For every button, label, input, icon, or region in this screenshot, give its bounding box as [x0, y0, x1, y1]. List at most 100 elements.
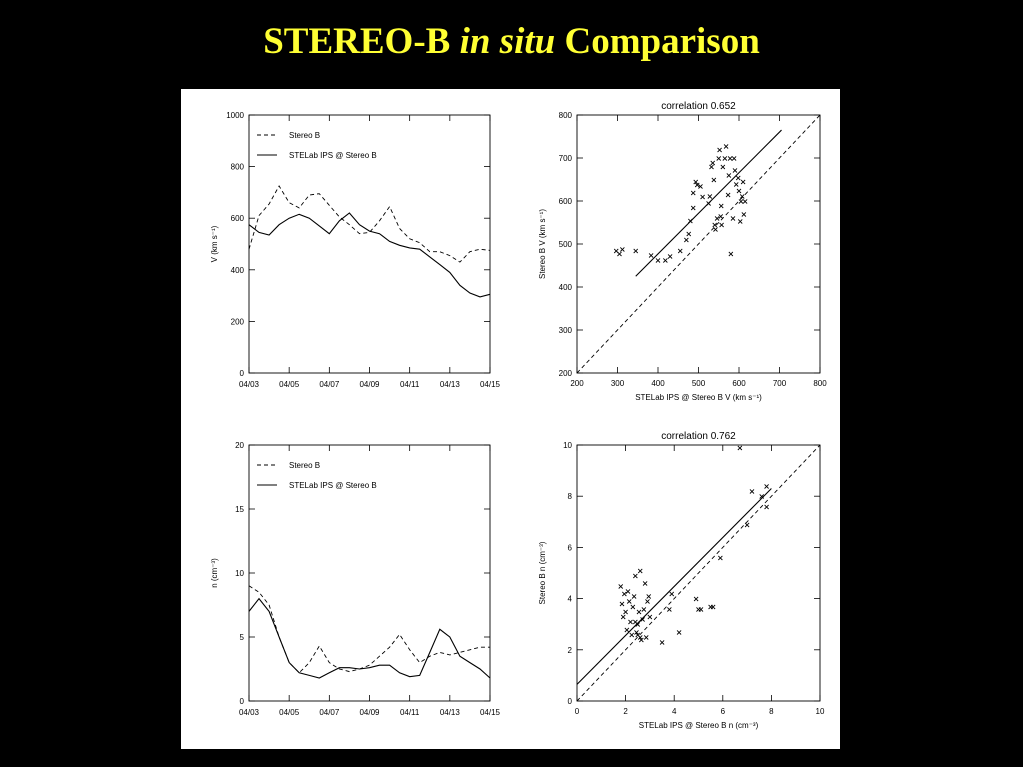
- y-axis-label: Stereo B V (km s⁻¹): [538, 209, 547, 279]
- legend-label: Stereo B: [289, 461, 320, 470]
- y-tick-label: 600: [559, 197, 573, 206]
- y-tick-label: 0: [240, 697, 245, 706]
- y-tick-label: 400: [559, 283, 573, 292]
- series-line-stereo-b: [248, 585, 490, 674]
- y-tick-label: 0: [568, 697, 573, 706]
- data-point: ×: [627, 618, 634, 627]
- data-point: ×: [711, 221, 718, 230]
- x-tick-label: 04/05: [279, 708, 300, 717]
- data-point: ×: [621, 589, 628, 598]
- data-point: ×: [712, 225, 719, 234]
- y-tick-label: 10: [235, 569, 244, 578]
- data-point: ×: [690, 188, 697, 197]
- data-point: ×: [631, 592, 638, 601]
- y-axis-label: V (km s⁻¹): [210, 225, 219, 262]
- figure-panel: 0 200 400 600 800 1000 04/03 04/05 04/07 04/09 04/…: [181, 89, 840, 749]
- data-point: ×: [731, 154, 738, 163]
- x-tick-label: 300: [611, 379, 625, 388]
- data-point: ×: [636, 607, 643, 616]
- y-tick-label: 4: [568, 595, 573, 604]
- chart-title: correlation 0.762: [661, 431, 736, 442]
- data-point: ×: [683, 236, 690, 245]
- x-tick-label: 500: [692, 379, 706, 388]
- data-point: ×: [659, 638, 666, 647]
- data-point: ×: [693, 595, 700, 604]
- x-axis-label: STELab IPS @ Stereo B V (km s⁻¹): [635, 393, 762, 402]
- data-point: ×: [613, 246, 620, 255]
- data-point: ×: [685, 229, 692, 238]
- y-tick-label: 0: [240, 369, 245, 378]
- data-point: ×: [740, 178, 747, 187]
- data-point: ×: [626, 597, 633, 606]
- density-correlation-chart: 0 2 4 6 8 10 0 2 4 6 8 10 Stereo B n (cm⁻³) STELab IP…: [538, 431, 825, 730]
- data-point: ×: [733, 180, 740, 189]
- data-point: ×: [617, 582, 624, 591]
- data-point: ×: [742, 197, 749, 206]
- data-point: ×: [634, 630, 641, 639]
- data-point: ×: [668, 589, 675, 598]
- data-point: ×: [738, 197, 745, 206]
- data-point: ×: [630, 602, 637, 611]
- data-point: ×: [708, 163, 715, 172]
- data-point: ×: [726, 171, 733, 180]
- x-tick-label: 04/05: [279, 380, 300, 389]
- x-tick-label: 04/11: [400, 708, 420, 717]
- velocity-timeseries-chart: 0 200 400 600 800 1000 04/03 04/05 04/07 04/09 04/…: [210, 111, 501, 389]
- data-point: ×: [625, 587, 632, 596]
- data-point: ×: [736, 186, 743, 195]
- y-tick-label: 15: [235, 505, 244, 514]
- data-point: ×: [721, 154, 728, 163]
- data-point: ×: [620, 613, 627, 622]
- data-point: ×: [698, 605, 705, 614]
- slide-title-part-1: STEREO-B: [263, 21, 451, 62]
- y-tick-label: 500: [559, 240, 573, 249]
- x-tick-label: 04/03: [239, 380, 260, 389]
- data-point: ×: [728, 249, 735, 258]
- y-tick-label: 800: [231, 163, 245, 172]
- data-point: ×: [632, 246, 639, 255]
- data-point: ×: [640, 605, 647, 614]
- y-tick-label: 200: [231, 317, 245, 326]
- x-tick-label: 04/11: [400, 380, 420, 389]
- data-point: ×: [763, 482, 770, 491]
- series-line-stelab-ips: [248, 212, 491, 298]
- data-point: ×: [643, 633, 650, 642]
- x-tick-label: 04/15: [480, 380, 501, 389]
- data-point: ×: [730, 214, 737, 223]
- data-point: ×: [723, 142, 730, 151]
- fit-line: [576, 488, 772, 685]
- data-point: ×: [645, 592, 652, 601]
- x-tick-label: 600: [732, 379, 746, 388]
- x-tick-label: 700: [773, 379, 787, 388]
- legend-label: STELab IPS @ Stereo B: [289, 481, 377, 490]
- x-tick-label: 6: [721, 707, 726, 716]
- data-point: ×: [709, 158, 716, 167]
- data-point: ×: [736, 444, 743, 453]
- data-point: ×: [717, 212, 724, 221]
- y-tick-label: 300: [559, 326, 573, 335]
- y-tick-label: 1000: [226, 111, 244, 120]
- x-tick-label: 04/09: [359, 708, 380, 717]
- data-point: ×: [677, 246, 684, 255]
- data-point: ×: [737, 217, 744, 226]
- data-point: ×: [735, 173, 742, 182]
- x-tick-label: 10: [816, 707, 825, 716]
- data-point: ×: [692, 178, 699, 187]
- fit-line: [635, 129, 782, 277]
- x-tick-label: 4: [672, 707, 677, 716]
- data-point: ×: [694, 181, 701, 190]
- data-point: ×: [634, 620, 641, 629]
- x-tick-label: 200: [570, 379, 584, 388]
- y-tick-label: 5: [240, 633, 245, 642]
- slide-title-part-3: Comparison: [564, 21, 760, 62]
- data-point: ×: [616, 249, 623, 258]
- legend-label: STELab IPS @ Stereo B: [289, 151, 377, 160]
- data-point: ×: [690, 203, 697, 212]
- x-axis-label: STELab IPS @ Stereo B n (cm⁻³): [639, 721, 759, 730]
- y-tick-label: 2: [568, 646, 573, 655]
- data-point: ×: [732, 166, 739, 175]
- data-point: ×: [719, 163, 726, 172]
- series-line-stereo-b: [248, 185, 491, 263]
- data-point: ×: [718, 201, 725, 210]
